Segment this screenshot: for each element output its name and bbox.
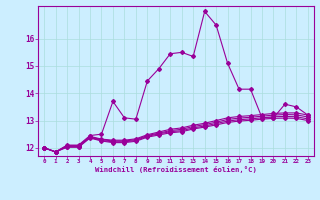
X-axis label: Windchill (Refroidissement éolien,°C): Windchill (Refroidissement éolien,°C) [95, 166, 257, 173]
